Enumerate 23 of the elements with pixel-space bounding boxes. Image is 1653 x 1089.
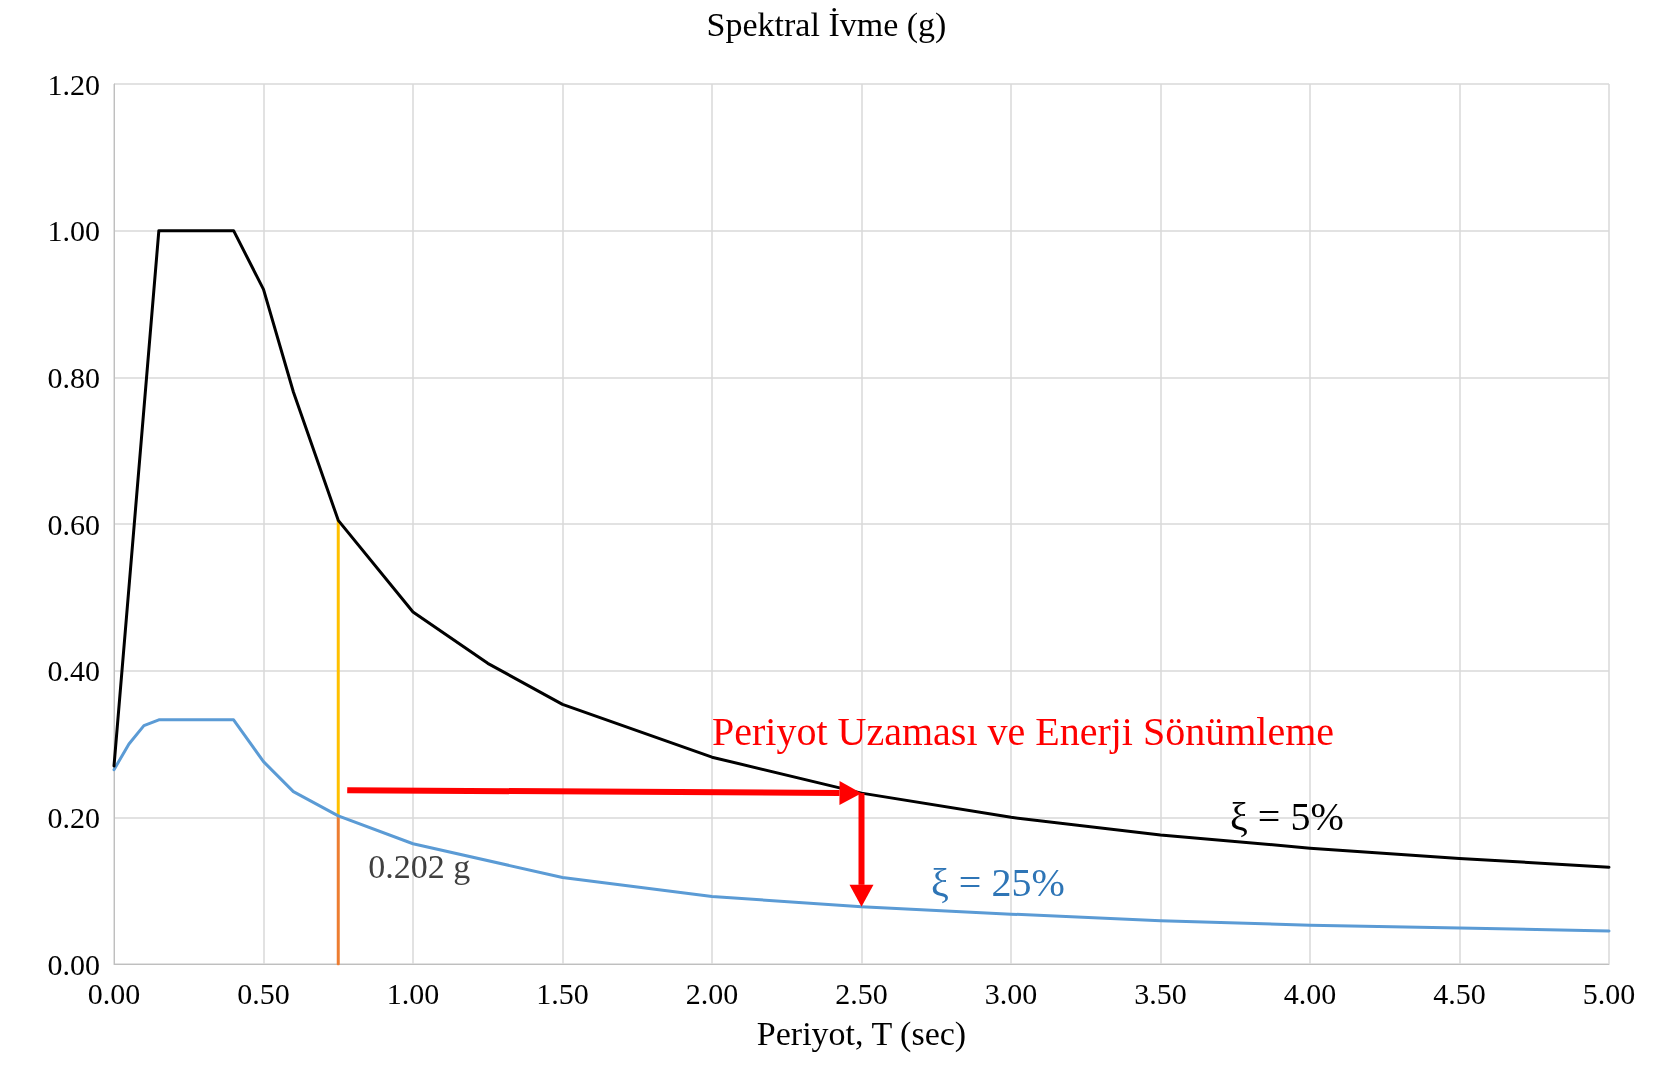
y-tick-label: 0.40 bbox=[47, 654, 100, 688]
x-tick-label: 1.50 bbox=[536, 976, 589, 1010]
x-tick-label: 3.00 bbox=[984, 976, 1038, 1010]
x-tick-label: 4.00 bbox=[1283, 976, 1337, 1010]
x-tick-label: 5.00 bbox=[1582, 976, 1636, 1010]
y-tick-label: 1.20 bbox=[47, 67, 100, 101]
series-label: ξ = 25% bbox=[931, 859, 1065, 905]
y-tick-label: 0.80 bbox=[47, 360, 100, 394]
y-tick-label: 0.20 bbox=[47, 800, 100, 834]
chart-title: Spektral İvme (g) bbox=[706, 5, 947, 44]
x-tick-label: 2.50 bbox=[835, 976, 888, 1010]
annotation: Periyot Uzaması ve Enerji Sönümleme bbox=[712, 708, 1335, 754]
x-tick-label: 1.00 bbox=[386, 976, 440, 1010]
x-tick-label: 2.00 bbox=[685, 976, 739, 1010]
x-axis-title: Periyot, T (sec) bbox=[756, 1014, 967, 1053]
series-label: ξ = 5% bbox=[1230, 793, 1344, 839]
x-tick-label: 4.50 bbox=[1433, 976, 1486, 1010]
x-tick-label: 3.50 bbox=[1134, 976, 1187, 1010]
y-tick-label: 1.00 bbox=[47, 214, 100, 248]
x-tick-label: 0.50 bbox=[237, 976, 290, 1010]
annotation: 0.202 g bbox=[368, 848, 471, 886]
line-series bbox=[112, 718, 1611, 933]
y-tick-label: 0.60 bbox=[47, 507, 100, 541]
